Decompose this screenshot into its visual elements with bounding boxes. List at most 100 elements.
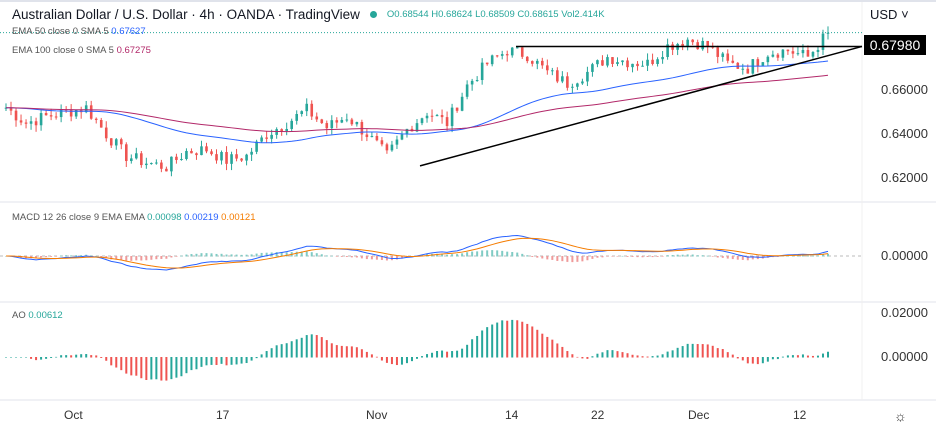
time-tick: Nov — [366, 408, 388, 422]
macd-histogram-bar — [546, 256, 549, 260]
ao-bar — [90, 355, 93, 358]
ao-bar — [741, 357, 744, 361]
candle — [801, 49, 805, 54]
ema50-legend[interactable]: EMA 50 close 0 SMA 5 0.67627 — [12, 26, 146, 37]
ao-bar — [726, 352, 729, 358]
candle — [776, 54, 780, 58]
candle — [380, 140, 384, 145]
candle — [124, 144, 128, 162]
macd-histogram-bar — [165, 256, 168, 259]
candle — [691, 39, 694, 43]
ao-bar — [130, 357, 133, 376]
ao-bar — [400, 357, 403, 365]
ao-bar — [280, 344, 283, 358]
currency-menu[interactable]: USD ˅ — [870, 7, 909, 22]
candle — [826, 32, 830, 34]
macd-histogram-bar — [125, 256, 128, 261]
candle — [701, 40, 704, 50]
ao-bar — [405, 357, 408, 364]
candle — [651, 59, 654, 64]
candle — [24, 122, 28, 124]
ao-bar — [370, 354, 373, 358]
ao-bar — [220, 357, 223, 364]
macd-histogram-bar — [140, 256, 143, 261]
candle — [821, 33, 825, 50]
macd-histogram-bar — [150, 256, 153, 260]
ao-bar — [536, 329, 539, 358]
ao-bar — [110, 357, 113, 366]
macd-histogram-bar — [481, 250, 484, 257]
macd-histogram-bar — [45, 256, 48, 258]
ao-bar — [355, 347, 358, 358]
candle — [696, 42, 699, 50]
macd-histogram-bar — [195, 253, 198, 257]
macd-histogram-bar — [190, 254, 193, 257]
candle — [84, 105, 88, 113]
ema100-legend[interactable]: EMA 100 close 0 SMA 5 0.67275 — [12, 45, 151, 56]
macd-legend[interactable]: MACD 12 26 close 9 EMA EMA 0.00098 0.002… — [12, 212, 256, 223]
macd-histogram-bar — [280, 252, 283, 257]
ao-bar — [340, 345, 343, 358]
candle — [300, 111, 304, 115]
macd-histogram-bar — [651, 256, 654, 258]
candle — [215, 154, 218, 161]
candle — [185, 150, 188, 159]
candle — [766, 56, 770, 63]
candle — [445, 117, 449, 127]
candle — [14, 110, 18, 121]
candle — [245, 154, 248, 161]
candle — [155, 162, 158, 164]
macd-histogram-bar — [160, 256, 163, 259]
macd-histogram-bar — [626, 256, 629, 257]
ao-bar — [636, 355, 639, 358]
macd-histogram-bar — [591, 256, 594, 259]
ao-bar — [315, 335, 318, 358]
ao-bar — [140, 357, 143, 379]
ao-bar — [325, 340, 328, 358]
candle — [345, 119, 349, 121]
candle — [806, 49, 810, 57]
ao-bar — [656, 355, 659, 358]
candle — [535, 60, 539, 64]
candle — [145, 163, 148, 166]
ao-bar — [60, 355, 63, 358]
candle — [375, 135, 379, 141]
ao-bar — [466, 344, 469, 358]
ao-bar — [706, 344, 709, 358]
symbol-title[interactable]: Australian Dollar / U.S. Dollar · 4h · O… — [12, 7, 360, 22]
chevron-down-icon: ˅ — [901, 7, 909, 22]
ema50-line — [5, 60, 829, 144]
candle — [350, 119, 354, 125]
candle — [225, 152, 228, 164]
ao-bar — [561, 346, 564, 358]
ao-bar — [556, 343, 559, 358]
macd-histogram-bar — [686, 254, 689, 257]
ao-bar — [115, 357, 118, 368]
candle — [335, 120, 339, 123]
ao-bar — [165, 357, 168, 381]
candle — [455, 107, 459, 111]
ao-legend[interactable]: AO 0.00612 — [12, 310, 63, 321]
candle — [811, 51, 815, 57]
ao-bar — [235, 357, 238, 365]
candle — [435, 115, 439, 117]
macd-histogram-bar — [400, 256, 403, 259]
ao-bar — [751, 357, 754, 364]
settings-gear-icon[interactable]: ☼ — [894, 408, 907, 424]
ao-bar — [676, 347, 679, 358]
macd-histogram-bar — [105, 256, 108, 259]
ao-bar — [526, 323, 529, 358]
ao-bar — [461, 348, 464, 358]
macd-histogram-bar — [751, 256, 754, 260]
ao-bar — [295, 339, 298, 358]
ao-bar — [571, 354, 574, 358]
ao-bar — [360, 349, 363, 358]
candle — [119, 139, 123, 145]
ao-bar — [781, 356, 784, 358]
ao-bar — [601, 352, 604, 358]
candle — [515, 47, 519, 49]
ao-bar — [375, 356, 378, 358]
ao-tick: 0.02000 — [881, 305, 928, 320]
